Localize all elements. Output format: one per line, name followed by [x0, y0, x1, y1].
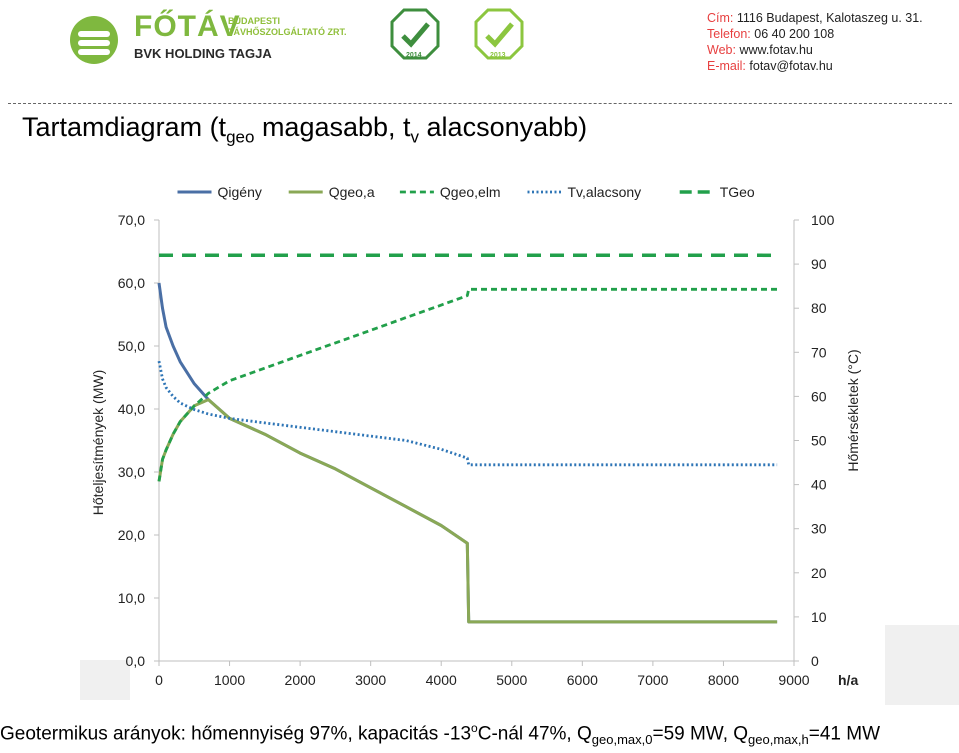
- fotav-leaf-icon: [70, 16, 118, 64]
- chart-legend: Qigény Qgeo,a Qgeo,elm Tv,alacsony TGeo: [177, 184, 755, 200]
- y2-tick-label: 50: [811, 433, 827, 449]
- series-line-qgeo-elm: [157, 287, 778, 482]
- contact-value[interactable]: www.fotav.hu: [739, 43, 813, 57]
- page-title: Tartamdiagram (tgeo magasabb, tv alacson…: [22, 112, 588, 147]
- background-block: [80, 660, 130, 700]
- y2-tick-label: 60: [811, 388, 827, 404]
- contact-label: Cím:: [707, 11, 734, 25]
- x-tick-label: 5000: [496, 672, 527, 688]
- brand-sub-line2: TÁVHŐSZOLGÁLTATÓ ZRT.: [228, 27, 347, 37]
- award-year-2014: 2014: [406, 52, 422, 59]
- legend-item: Qgeo,a: [288, 184, 375, 200]
- legend-item: Qigény: [177, 184, 262, 200]
- x-tick-label: 2000: [285, 672, 316, 688]
- contact-value: 06 40 200 108: [754, 27, 835, 41]
- brand-name: FŐTÁV: [134, 10, 241, 43]
- x-tick-label: 0: [155, 672, 163, 688]
- legend-label: Qgeo,a: [329, 184, 375, 200]
- x-tick-label: 7000: [637, 672, 668, 688]
- chart-labels: 0,0 10,0 20,0 30,0 40,0 50,0 60,0 70,0 0 10 20 30 40…: [90, 212, 861, 688]
- contact-address: Cím: 1116 Budapest, Kalotaszeg u. 31.: [707, 10, 923, 26]
- contact-web[interactable]: Web: www.fotav.hu: [707, 42, 923, 58]
- x-axis-title: h/a: [838, 672, 858, 688]
- y2-tick-label: 20: [811, 565, 827, 581]
- legend-label: Qigény: [218, 184, 262, 200]
- y2-tick-label: 100: [811, 212, 835, 228]
- y-tick-label: 40,0: [118, 401, 145, 417]
- x-tick-label: 8000: [708, 672, 739, 688]
- series-line-qgeo-a: [157, 398, 778, 624]
- contact-value[interactable]: fotav@fotav.hu: [749, 59, 833, 73]
- x-tick-label: 6000: [567, 672, 598, 688]
- fotav-logo[interactable]: FŐTÁV BUDAPESTI TÁVHŐSZOLGÁLTATÓ ZRT. BV…: [70, 10, 350, 68]
- y-tick-label: 70,0: [118, 212, 145, 228]
- y2-tick-label: 30: [811, 521, 827, 537]
- energy-award-2013-icon: 2013: [474, 8, 524, 60]
- legend-label: TGeo: [720, 184, 755, 200]
- y-tick-label: 30,0: [118, 464, 145, 480]
- energy-award-2014-icon: 2014: [390, 8, 440, 60]
- x-tick-label: 4000: [426, 672, 457, 688]
- y2-axis-title: Hőmérsékletek (°C): [845, 349, 861, 471]
- holding-label: BVK HOLDING TAGJA: [134, 46, 272, 61]
- y2-tick-label: 10: [811, 609, 827, 625]
- contact-label: Web:: [707, 43, 736, 57]
- duration-chart: Qigény Qgeo,a Qgeo,elm Tv,alacsony TGeo 0,0 1…: [90, 184, 861, 688]
- series-line-tv-alacsony: [157, 360, 778, 467]
- background-block: [885, 625, 959, 705]
- contact-label: Telefon:: [707, 27, 751, 41]
- contact-email[interactable]: E-mail: fotav@fotav.hu: [707, 58, 923, 74]
- brand-sub-line1: BUDAPESTI: [228, 16, 281, 26]
- x-tick-label: 9000: [778, 672, 809, 688]
- y-tick-label: 20,0: [118, 527, 145, 543]
- chart-series: [157, 253, 778, 624]
- legend-item: TGeo: [679, 184, 755, 200]
- contact-label: E-mail:: [707, 59, 746, 73]
- contact-value: 1116 Budapest, Kalotaszeg u. 31.: [736, 11, 923, 25]
- y-tick-label: 60,0: [118, 275, 145, 291]
- y-tick-label: 50,0: [118, 338, 145, 354]
- y2-tick-label: 80: [811, 300, 827, 316]
- contact-block: Cím: 1116 Budapest, Kalotaszeg u. 31. Te…: [707, 10, 923, 74]
- header: FŐTÁV BUDAPESTI TÁVHŐSZOLGÁLTATÓ ZRT. BV…: [0, 0, 959, 100]
- y-axis-title: Hőteljesítmények (MW): [90, 370, 106, 515]
- legend-item: Qgeo,elm: [399, 184, 501, 200]
- award-year-2013: 2013: [490, 52, 506, 59]
- y-tick-label: 10,0: [118, 590, 145, 606]
- legend-label: Qgeo,elm: [440, 184, 501, 200]
- x-tick-label: 1000: [214, 672, 245, 688]
- header-divider: [8, 103, 952, 104]
- y-tick-label: 0,0: [126, 653, 146, 669]
- x-tick-label: 3000: [355, 672, 386, 688]
- y2-tick-label: 40: [811, 477, 827, 493]
- legend-item: Tv,alacsony: [527, 184, 642, 200]
- footer-summary: Geotermikus arányok: hőmennyiség 97%, ka…: [0, 721, 881, 748]
- brand-subtitle: BUDAPESTI TÁVHŐSZOLGÁLTATÓ ZRT.: [228, 16, 347, 38]
- legend-label: Tv,alacsony: [568, 184, 642, 200]
- y2-tick-label: 0: [811, 653, 819, 669]
- y2-tick-label: 90: [811, 256, 827, 272]
- contact-phone: Telefon: 06 40 200 108: [707, 26, 923, 42]
- y2-tick-label: 70: [811, 344, 827, 360]
- chart-axes: [154, 219, 799, 666]
